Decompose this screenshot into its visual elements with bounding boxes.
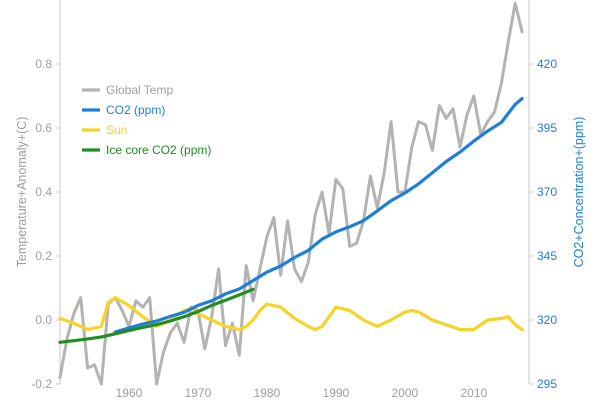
x-tick-label: 1980 — [254, 386, 281, 400]
y-left-tick-label: 0.8 — [35, 57, 52, 71]
y-left-tick-label: -0.2 — [31, 377, 52, 391]
y-left-tick-label: 0.2 — [35, 249, 52, 263]
series-lines — [58, 1, 524, 386]
legend-label: Sun — [106, 123, 127, 137]
x-tick-label: 2010 — [460, 386, 487, 400]
y-right-tick-label: 345 — [537, 249, 557, 263]
legend: Global Temp CO2 (ppm) Sun Ice core CO2 (ppm… — [82, 83, 211, 157]
y-right-tick-label: 420 — [537, 57, 557, 71]
y-axis-right-ticks: 295 320 345 370 395 420 — [529, 57, 557, 391]
legend-label: Ice core CO2 (ppm) — [106, 143, 211, 157]
series-line-global-temp — [58, 1, 524, 386]
legend-label: CO2 (ppm) — [106, 103, 165, 117]
x-tick-label: 1990 — [323, 386, 350, 400]
y-axis-left-label: Temperature+Anomaly+(C) — [15, 117, 29, 268]
y-right-tick-label: 295 — [537, 377, 557, 391]
y-right-tick-label: 370 — [537, 185, 557, 199]
series-line-co2-ppm — [113, 96, 524, 334]
y-right-tick-label: 395 — [537, 121, 557, 135]
legend-label: Global Temp — [106, 83, 173, 97]
y-left-tick-label: 0.0 — [35, 313, 52, 327]
y-axis-right-label: CO2+Concentration+(ppm) — [572, 117, 586, 268]
series-line-sun — [58, 296, 524, 332]
y-left-tick-label: 0.4 — [35, 185, 52, 199]
x-tick-label: 1960 — [116, 386, 143, 400]
x-tick-label: 2000 — [392, 386, 419, 400]
y-left-tick-label: 0.6 — [35, 121, 52, 135]
x-axis-ticks: 1960 1970 1980 1990 2000 2010 — [116, 386, 488, 400]
series-line-ice-core-co2-ppm — [58, 287, 255, 344]
y-right-tick-label: 320 — [537, 313, 557, 327]
y-axis-left-ticks: -0.2 0.0 0.2 0.4 0.6 0.8 — [31, 57, 60, 391]
x-tick-label: 1970 — [185, 386, 212, 400]
